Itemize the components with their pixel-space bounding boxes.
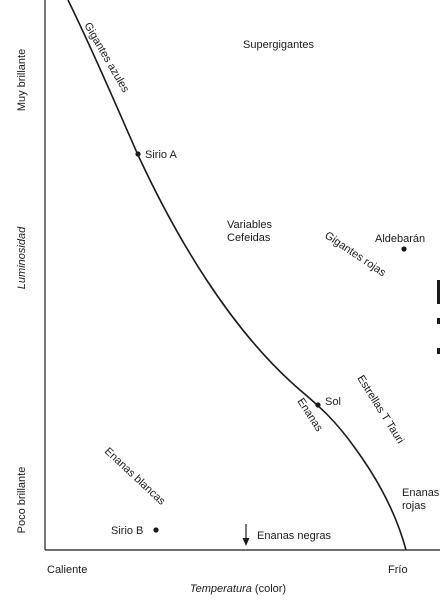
x-axis-right-label: Frío (388, 564, 408, 576)
aldebaran-point (401, 246, 407, 252)
red-dwarfs-label-line2: rojas (402, 500, 426, 512)
sirius-a-label: Sirio A (145, 149, 177, 161)
y-axis-bottom-label: Poco brillante (16, 467, 28, 534)
x-axis-title-suffix: (color) (255, 583, 286, 595)
x-axis-title: Temperatura (color) (190, 583, 286, 595)
supergiants-label: Supergigantes (243, 39, 314, 51)
edge-mark (437, 348, 440, 354)
sirius-a-point (135, 151, 141, 157)
cepheids-label-line1: Variables (227, 219, 273, 231)
white-dwarfs-label: Enanas blancas (102, 445, 168, 508)
sirius-b-label: Sirio B (111, 525, 143, 537)
x-axis-title-main: Temperatura (190, 583, 252, 595)
sol-point (315, 402, 321, 408)
edge-mark (437, 280, 440, 304)
cepheids-label-line2: Cefeidas (227, 232, 271, 244)
main-sequence-curve (67, 0, 407, 551)
dwarfs-label: Enanas (294, 396, 325, 434)
y-axis-top-label: Muy brillante (16, 49, 28, 111)
sirius-b-point (153, 527, 159, 533)
sol-label: Sol (325, 396, 341, 408)
t-tauri-label: Estrellas T Tauri (354, 373, 406, 446)
black-dwarfs-label: Enanas negras (257, 530, 331, 542)
aldebaran-label: Aldebarán (375, 233, 425, 245)
edge-mark (437, 318, 440, 324)
black-dwarfs-arrow-icon (242, 524, 250, 546)
x-axis-left-label: Caliente (47, 564, 87, 576)
red-dwarfs-label-line1: Enanas (402, 487, 440, 499)
y-axis-title: Luminosidad (16, 226, 28, 289)
